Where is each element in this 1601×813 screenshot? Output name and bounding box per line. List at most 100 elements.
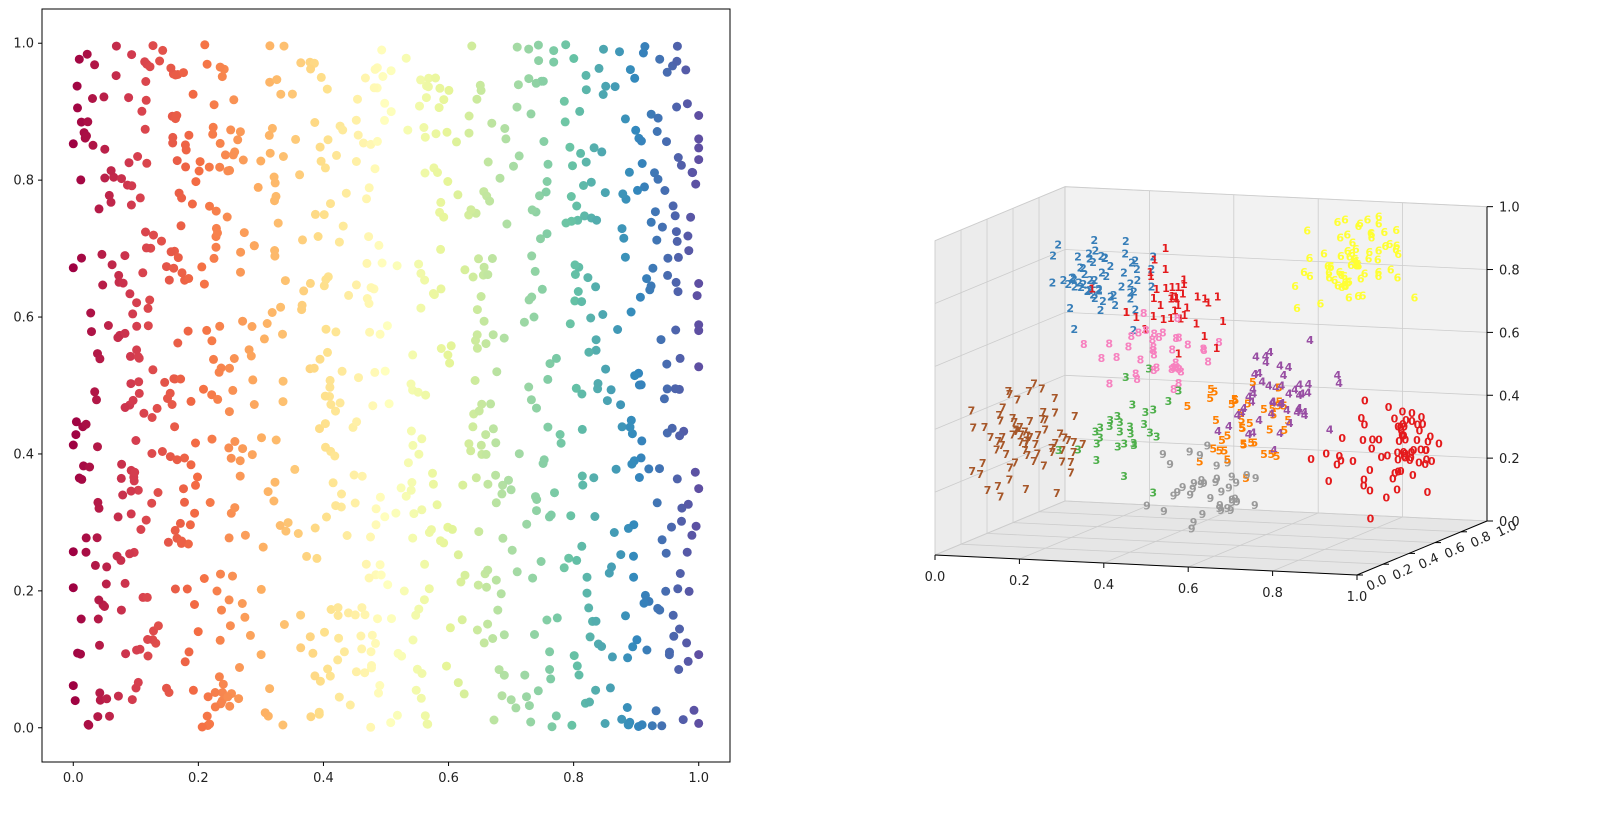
scatter-point: [269, 496, 279, 506]
scatter-point: [526, 109, 536, 119]
digit-marker: 3: [1146, 427, 1154, 440]
scatter-point: [273, 218, 283, 228]
scatter-point: [598, 90, 608, 99]
scatter-point: [470, 376, 480, 385]
digit-marker: 2: [1068, 272, 1076, 285]
digit-marker: 7: [1042, 414, 1050, 427]
scatter-point: [116, 605, 126, 615]
scatter-point: [153, 488, 163, 497]
digit-marker: 9: [1213, 460, 1221, 473]
scatter-point: [581, 85, 591, 95]
digit-marker: 8: [1175, 363, 1183, 376]
scatter-point: [556, 438, 566, 448]
scatter-point: [686, 212, 696, 222]
scatter-point: [184, 647, 194, 657]
digit-marker: 0: [1399, 418, 1407, 431]
digit-marker: 7: [1038, 413, 1046, 426]
digit-marker: 9: [1159, 448, 1167, 461]
scatter-point: [573, 287, 583, 296]
digit-marker: 0: [1409, 469, 1417, 482]
scatter-point: [313, 232, 323, 241]
scatter-point: [130, 467, 140, 477]
digit-marker: 2: [1089, 256, 1097, 269]
scatter-point: [226, 125, 236, 135]
digit-marker: 0: [1413, 434, 1421, 447]
scatter-point: [408, 440, 418, 450]
scatter-point: [228, 385, 238, 395]
scatter-point: [210, 688, 220, 697]
scatter-point: [278, 376, 288, 386]
scatter-point: [331, 406, 340, 416]
scatter-point: [95, 688, 105, 698]
scatter-point: [120, 403, 130, 412]
scatter-point: [88, 94, 97, 103]
scatter-point: [183, 539, 193, 549]
digit-marker: 2: [1133, 263, 1141, 276]
digit-marker: 4: [1255, 367, 1263, 380]
scatter-point: [386, 107, 396, 117]
scatter-point: [278, 329, 287, 339]
digit-marker: 4: [1285, 361, 1293, 374]
scatter-point: [401, 491, 411, 501]
digit-marker: 9: [1224, 456, 1232, 469]
scatter-point: [337, 366, 347, 376]
digit-marker: 7: [1006, 388, 1014, 401]
scatter-point: [283, 518, 293, 528]
scatter-point: [207, 336, 217, 346]
scatter-point: [278, 720, 288, 730]
scatter-point: [593, 379, 603, 388]
scatter-point: [673, 584, 683, 594]
scatter-point: [316, 156, 326, 166]
digit-marker: 0: [1361, 419, 1369, 432]
scatter-point: [127, 695, 137, 705]
scatter-point: [152, 403, 162, 413]
scatter-point: [690, 467, 700, 477]
scatter-point: [141, 243, 151, 253]
digit-marker: 9: [1166, 458, 1174, 471]
digit-marker: 1: [1180, 278, 1188, 291]
x3d-tick-label: 0.6: [1178, 582, 1199, 597]
digit-marker: 2: [1110, 289, 1118, 302]
scatter-point: [538, 76, 548, 86]
digit-marker: 1: [1168, 281, 1176, 294]
digit-marker: 9: [1190, 516, 1198, 529]
scatter-point: [672, 474, 682, 484]
scatter-point: [217, 605, 226, 615]
scatter-point: [141, 515, 151, 525]
scatter-point: [506, 695, 516, 705]
digit-marker: 2: [1075, 276, 1083, 289]
scatter-point: [436, 244, 446, 254]
digit-marker: 4: [1296, 379, 1304, 392]
scatter-point: [334, 237, 344, 247]
scatter-point: [498, 480, 508, 490]
scatter-point: [299, 286, 309, 296]
digit-marker: 1: [1194, 291, 1202, 304]
digit-marker: 0: [1359, 434, 1367, 447]
digit-marker: 3: [1165, 395, 1173, 408]
digit-marker: 0: [1393, 484, 1401, 497]
scatter-point: [577, 541, 587, 551]
scatter-point: [278, 397, 288, 407]
digit-marker: 1: [1175, 348, 1183, 361]
digit-marker: 0: [1394, 420, 1402, 433]
digit-marker: 9: [1215, 502, 1223, 515]
digit-marker: 1: [1174, 281, 1182, 294]
scatter-point: [678, 715, 688, 725]
scatter-3d-ticks: 0.0 0.2 0.4 0.6 0.8 1.00.0 0.2 0.4 0.6 0.8 1.00.00…: [925, 201, 1520, 605]
digit-marker: 8: [1137, 354, 1145, 367]
scatter-point: [124, 158, 134, 168]
scatter-point: [86, 308, 96, 318]
digit-marker: 7: [1038, 383, 1046, 396]
digit-marker: 5: [1239, 438, 1247, 451]
scatter-point: [100, 173, 110, 183]
z3d-tick-label: 1.0: [1499, 201, 1520, 216]
scatter-point: [72, 81, 82, 91]
digit-marker: 2: [1070, 273, 1078, 286]
digit-marker: 5: [1250, 437, 1258, 450]
scatter-point: [519, 317, 529, 327]
scatter-point: [533, 686, 543, 696]
scatter-point: [240, 530, 250, 540]
scatter-point: [111, 41, 121, 51]
